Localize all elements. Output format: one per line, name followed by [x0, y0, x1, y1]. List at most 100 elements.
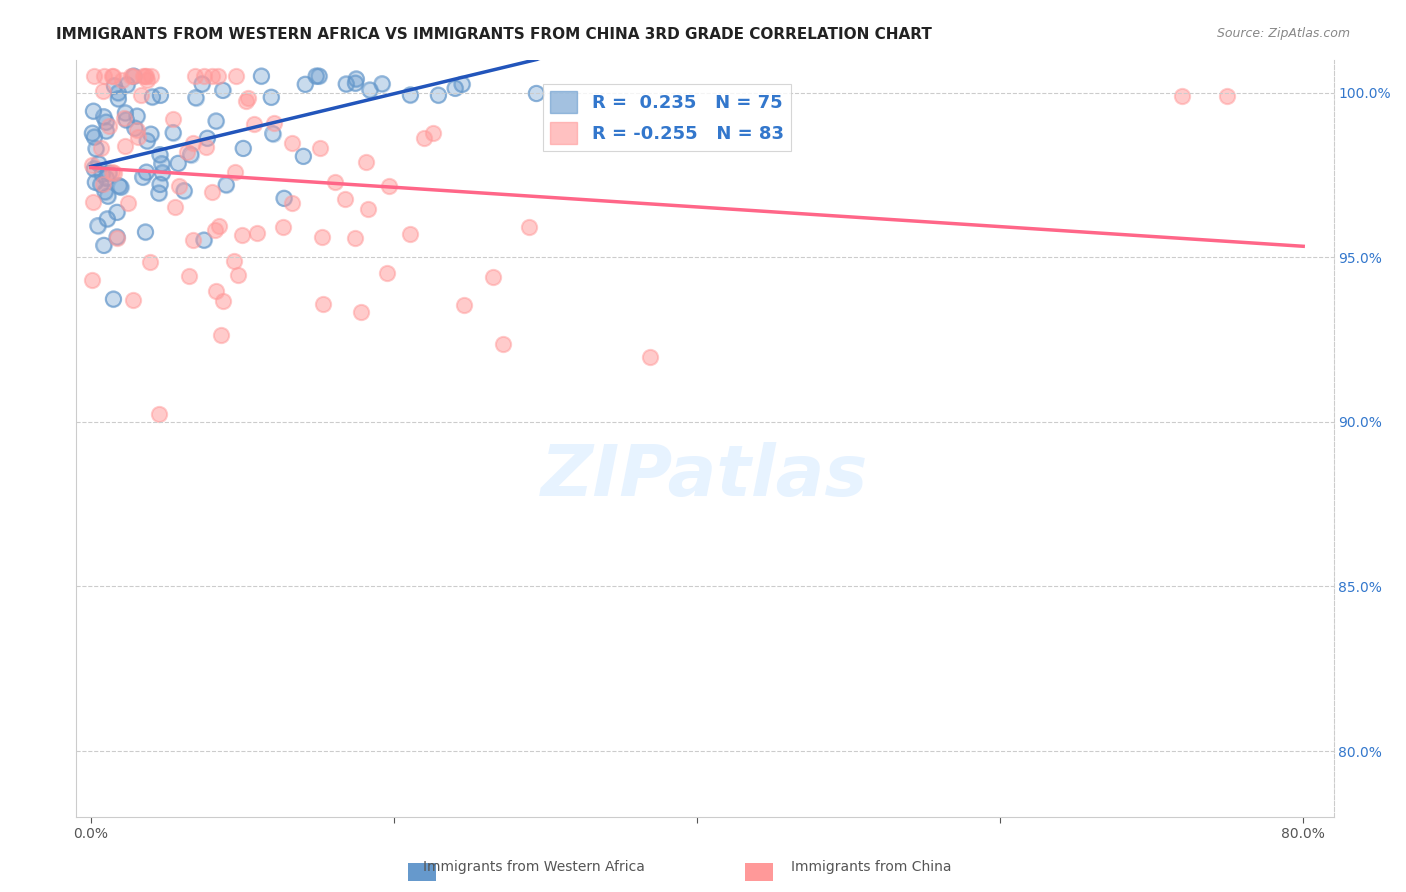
Point [83, 69, 105, 83]
Point [148, 186, 170, 200]
Immigrants from Western Africa [122, 69, 145, 83]
Point [262, 127, 284, 141]
Immigrants from Western Africa [191, 77, 214, 91]
Point [93, 238, 115, 252]
Point [413, 131, 436, 145]
Immigrants from Western Africa [93, 110, 115, 124]
Immigrants from Western Africa [82, 126, 104, 140]
Point [335, 192, 357, 206]
Point [165, 200, 187, 214]
Immigrants from Western Africa [344, 71, 367, 86]
Point [114, 139, 136, 153]
Point [101, 165, 124, 179]
Point [444, 81, 467, 95]
Point [235, 94, 257, 108]
Point [134, 225, 156, 239]
Point [136, 134, 159, 148]
Point [167, 156, 190, 170]
Point [115, 112, 138, 127]
Point [103, 292, 125, 306]
Point [135, 73, 157, 87]
Immigrants from Western Africa [173, 184, 195, 198]
Point [184, 90, 207, 104]
Immigrants from Western Africa [97, 166, 120, 180]
Immigrants from Western Africa [195, 131, 218, 145]
Point [125, 122, 148, 136]
Immigrants from Western Africa [90, 178, 112, 192]
Point [122, 293, 145, 307]
Point [120, 69, 142, 83]
Text: Immigrants from China: Immigrants from China [792, 860, 952, 874]
Point [211, 83, 233, 97]
Immigrants from Western Africa [167, 156, 190, 170]
Point [84, 141, 107, 155]
Immigrants from Western Africa [84, 141, 107, 155]
Immigrants from Western Africa [444, 81, 467, 95]
Immigrants from Western Africa [87, 157, 110, 171]
Point [453, 298, 475, 312]
Point [112, 112, 135, 126]
Point [232, 141, 254, 155]
Point [148, 408, 170, 422]
Immigrants from Western Africa [124, 121, 146, 136]
Immigrants from Western Africa [193, 233, 215, 247]
Point [84, 175, 107, 189]
Point [125, 109, 148, 123]
Point [169, 179, 191, 194]
Point [103, 166, 125, 180]
Point [371, 77, 394, 91]
Immigrants from Western Africa [273, 191, 295, 205]
Point [246, 227, 269, 241]
Point [83, 130, 105, 145]
Point [184, 69, 207, 83]
Point [344, 230, 367, 244]
Point [96, 211, 118, 226]
Immigrants from Western Africa [94, 185, 117, 199]
Point [344, 76, 367, 90]
Point [96, 171, 118, 186]
Immigrants from Western Africa [105, 205, 128, 219]
Point [195, 131, 218, 145]
Point [209, 327, 232, 342]
Point [273, 191, 295, 205]
Immigrants from Western Africa [82, 104, 104, 119]
Immigrants from Western Africa [335, 77, 357, 91]
Point [271, 220, 294, 235]
Immigrants from Western Africa [134, 225, 156, 239]
Immigrants from Western Africa [149, 88, 172, 103]
Point [294, 77, 316, 91]
Point [132, 69, 155, 83]
Immigrants from Western Africa [184, 90, 207, 104]
Point [94, 185, 117, 199]
Immigrants from Western Africa [294, 77, 316, 91]
Point [103, 69, 125, 83]
Point [422, 126, 444, 140]
Immigrants from Western Africa [107, 86, 129, 100]
Immigrants from Western Africa [131, 170, 153, 185]
Point [173, 184, 195, 198]
Point [311, 230, 333, 244]
Point [124, 121, 146, 136]
Point [204, 222, 226, 236]
Point [131, 170, 153, 185]
Text: IMMIGRANTS FROM WESTERN AFRICA VS IMMIGRANTS FROM CHINA 3RD GRADE CORRELATION CH: IMMIGRANTS FROM WESTERN AFRICA VS IMMIGR… [56, 27, 932, 42]
Immigrants from Western Africa [97, 189, 120, 203]
Immigrants from Western Africa [87, 219, 110, 233]
Point [129, 87, 152, 102]
Point [122, 69, 145, 83]
Point [335, 77, 357, 91]
Immigrants from Western Africa [427, 88, 450, 103]
Immigrants from Western Africa [205, 114, 228, 128]
Point [135, 165, 157, 179]
Point [378, 179, 401, 194]
Point [292, 149, 315, 163]
Immigrants from Western Africa [105, 230, 128, 244]
Immigrants from Western Africa [136, 134, 159, 148]
Point [492, 337, 515, 351]
Immigrants from Western Africa [308, 69, 330, 83]
Point [325, 175, 347, 189]
Point [180, 147, 202, 161]
Point [201, 69, 224, 83]
Point [225, 69, 247, 83]
Immigrants from Western Africa [110, 180, 132, 194]
